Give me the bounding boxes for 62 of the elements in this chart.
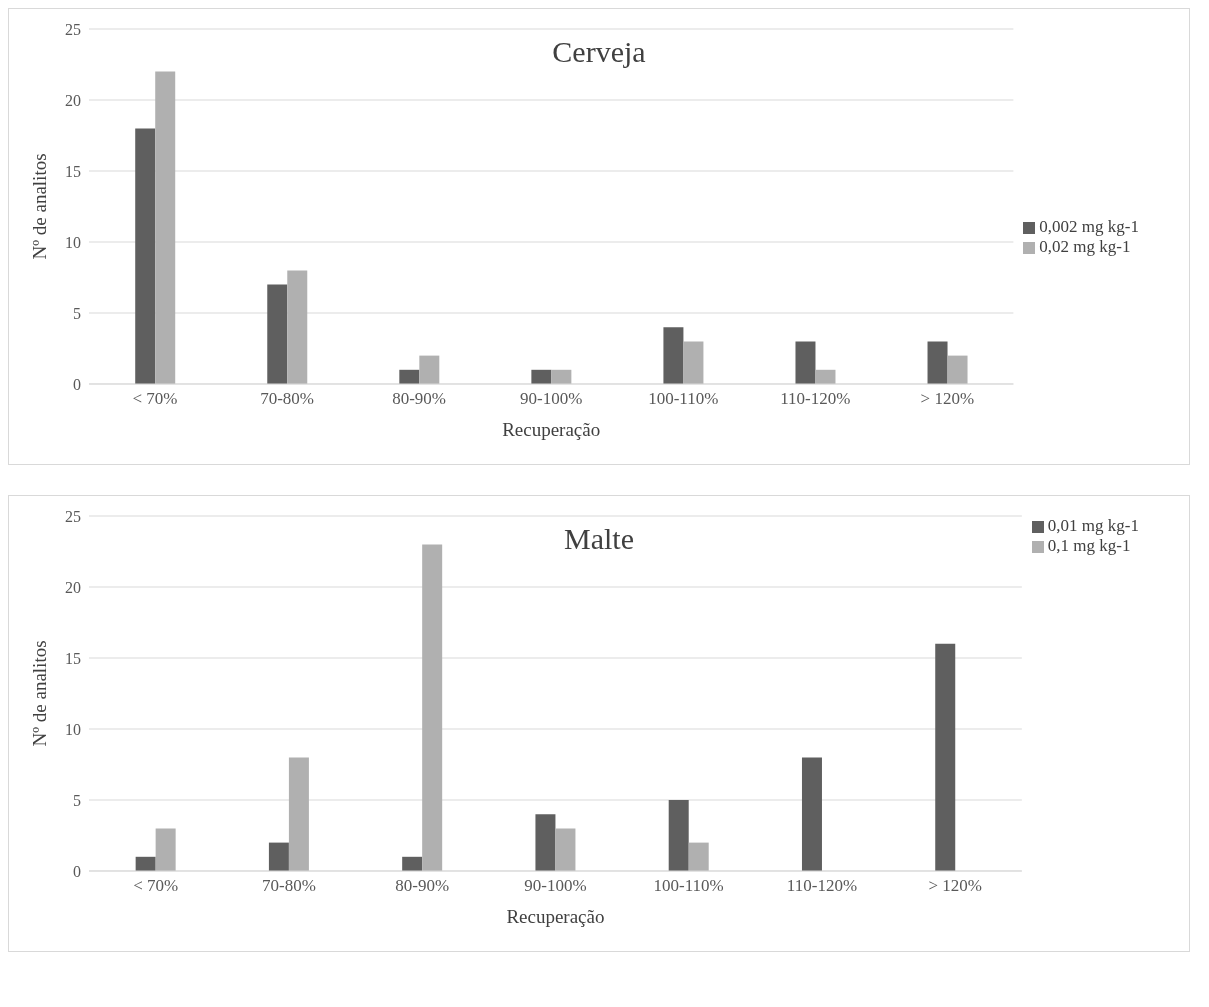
y-tick-label: 15 [65,162,81,180]
bar [268,842,289,871]
y-tick-label: 5 [73,791,81,809]
bar [663,327,684,384]
x-tick-label: 70-80% [260,389,314,409]
bar [535,814,556,871]
legend-label: 0,01 mg kg-1 [1047,516,1139,535]
x-tick-label: < 70% [132,389,178,409]
bar [551,369,572,384]
y-tick-label: 10 [65,233,81,251]
x-tick-label: < 70% [133,876,179,896]
bar [947,355,968,384]
bar [688,842,709,871]
bar [668,800,689,871]
y-tick-label: 25 [65,20,81,38]
y-axis-title: Nº de analitos [28,640,50,747]
bar [287,270,308,384]
bar [801,757,822,871]
x-tick-label: 100-110% [653,876,724,896]
bar [795,341,816,384]
x-axis-title: Recuperação [502,419,601,440]
x-tick-label: 70-80% [261,876,316,896]
bar [555,828,576,871]
bar [815,369,836,384]
bar [399,369,420,384]
x-tick-label: > 120% [920,389,975,409]
bar [135,128,156,384]
y-tick-label: 10 [65,720,81,738]
y-axis-title: Nº de analitos [28,153,50,260]
bar [419,355,440,384]
y-tick-label: 20 [65,578,81,596]
bar [267,284,288,384]
bar [155,828,176,871]
y-tick-label: 0 [73,862,81,880]
legend-label: 0,1 mg kg-1 [1047,536,1131,555]
bar [155,71,176,384]
x-tick-label: 110-120% [780,389,851,409]
y-tick-label: 0 [73,375,81,393]
chart-title: Malte [564,522,634,555]
x-tick-label: 80-90% [392,389,447,409]
x-tick-label: > 120% [928,876,982,896]
chart-title: Cerveja [552,35,646,68]
bar [422,544,443,871]
x-tick-label: 100-110% [648,389,719,409]
y-tick-label: 25 [65,507,81,525]
x-tick-label: 110-120% [786,876,858,896]
x-tick-label: 80-90% [395,876,450,896]
bar [288,757,309,871]
bar [683,341,704,384]
y-tick-label: 20 [65,91,81,109]
bar [402,856,423,871]
bar [531,369,552,384]
bar [135,856,156,871]
bar [927,341,948,384]
x-axis-title: Recuperação [506,906,605,927]
x-tick-label: 90-100% [520,389,583,409]
legend-label: 0,002 mg kg-1 [1039,216,1139,236]
bar [935,643,956,871]
legend-label: 0,02 mg kg-1 [1039,236,1131,256]
x-tick-label: 90-100% [524,876,587,896]
y-tick-label: 15 [65,649,81,667]
y-tick-label: 5 [73,304,81,322]
